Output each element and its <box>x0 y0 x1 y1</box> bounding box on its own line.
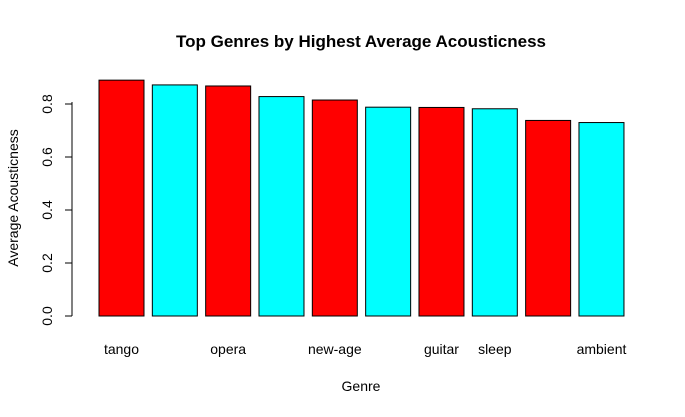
x-tick-label: tango <box>104 341 139 357</box>
x-tick-label: new-age <box>308 341 362 357</box>
bar <box>525 119 572 317</box>
y-tick-label: 0.0 <box>39 306 55 326</box>
x-tick-label: opera <box>210 341 246 357</box>
x-tick-labels: tango opera new-age guitar sleep ambient <box>104 341 627 357</box>
bars-group <box>98 79 625 317</box>
x-tick-label: guitar <box>424 341 459 357</box>
x-axis-label: Genre <box>342 378 381 394</box>
y-axis-ticks: 0.0 0.2 0.4 0.6 0.8 <box>39 94 72 326</box>
chart-title: Top Genres by Highest Average Acousticne… <box>176 32 546 51</box>
bar <box>365 106 412 317</box>
bar <box>258 96 305 317</box>
bar <box>205 85 252 317</box>
bar <box>418 106 465 317</box>
y-axis-label: Average Acousticness <box>5 129 21 267</box>
y-tick-label: 0.6 <box>39 147 55 167</box>
bar <box>98 79 145 317</box>
y-tick-label: 0.8 <box>39 94 55 114</box>
y-tick-label: 0.2 <box>39 253 55 273</box>
bar <box>578 122 625 317</box>
bar <box>471 108 518 317</box>
bar <box>311 99 358 317</box>
y-tick-label: 0.4 <box>39 200 55 220</box>
bar <box>151 84 198 317</box>
x-tick-label: sleep <box>478 341 512 357</box>
x-tick-label: ambient <box>577 341 627 357</box>
